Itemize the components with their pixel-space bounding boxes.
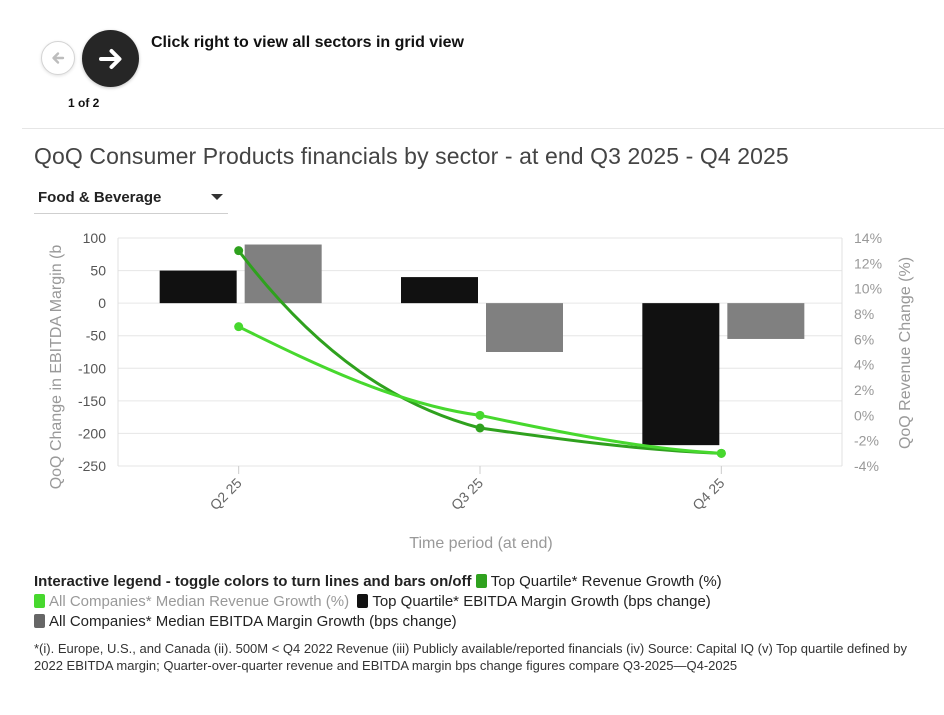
legend-item-median-ebitda[interactable]: All Companies* Median EBITDA Margin Grow…: [34, 613, 457, 630]
y-left-tick-label: 0: [98, 295, 106, 311]
previous-button[interactable]: [41, 41, 75, 75]
combo-chart: Time period (at end) QoQ Change in EBITD…: [48, 230, 914, 552]
swatch-icon: [475, 574, 487, 588]
y-left-tick-label: -100: [78, 360, 106, 376]
bar-median-ebitda: [486, 303, 563, 352]
y-left-tick-label: 100: [83, 230, 107, 246]
y-left-tick-label: -150: [78, 393, 106, 409]
y-right-tick-label: -4%: [854, 458, 879, 474]
swatch-icon: [34, 614, 45, 628]
line-top-quartile-revenue-point: [234, 246, 244, 256]
legend-item-top-quartile-revenue[interactable]: Top Quartile* Revenue Growth (%): [475, 573, 722, 590]
arrow-right-icon: [98, 48, 121, 69]
legend-item-top-quartile-ebitda[interactable]: Top Quartile* EBITDA Margin Growth (bps …: [357, 593, 711, 610]
x-tick-label: Q3 25: [448, 475, 486, 513]
y-right-tick-label: -2%: [854, 433, 879, 449]
legend-title: Interactive legend - toggle colors to tu…: [34, 573, 472, 590]
y-left-tick-label: -250: [78, 458, 106, 474]
sector-dropdown[interactable]: Food & Beverage: [34, 183, 228, 214]
y-right-tick-label: 6%: [854, 331, 874, 347]
lines: [234, 246, 726, 458]
y-left-tick-label: -200: [78, 425, 106, 441]
grid-view-hint: Click right to view all sectors in grid …: [151, 34, 464, 51]
swatch-icon: [357, 594, 369, 608]
y-axis-left-title: QoQ Change in EBITDA Margin (b: [48, 245, 65, 490]
y-left-tick-label: -50: [86, 328, 106, 344]
bars: [159, 244, 805, 446]
y-right-tick-label: 14%: [854, 230, 882, 246]
x-tick-label: Q2 25: [207, 475, 245, 513]
line-median-revenue-point: [716, 448, 726, 458]
page-indicator: 1 of 2: [68, 96, 100, 110]
line-median-revenue-point: [234, 322, 244, 332]
line-top-quartile-revenue-point: [475, 423, 485, 433]
y-right-tick-label: 4%: [854, 357, 874, 373]
divider: [22, 128, 944, 129]
legend-label: Top Quartile* Revenue Growth (%): [490, 573, 722, 590]
y-axis-right-title: QoQ Revenue Change (%): [897, 257, 914, 449]
y-right-tick-label: 2%: [854, 382, 874, 398]
chart-title: QoQ Consumer Products financials by sect…: [34, 143, 789, 169]
x-axis-title: Time period (at end): [409, 535, 552, 552]
y-right-tick-label: 12%: [854, 255, 882, 271]
y-right-tick-label: 0%: [854, 407, 874, 423]
legend-label: All Companies* Median EBITDA Margin Grow…: [49, 613, 457, 630]
y-left-tick-label: 50: [90, 263, 106, 279]
line-median-revenue-point: [475, 410, 485, 420]
bar-top-quartile-ebitda: [642, 303, 720, 446]
legend-label: All Companies* Median Revenue Growth (%): [49, 593, 350, 610]
arrow-left-icon: [52, 52, 65, 64]
bar-top-quartile-ebitda: [401, 277, 478, 304]
bar-median-ebitda: [727, 303, 805, 339]
sector-dropdown-value: Food & Beverage: [38, 189, 162, 206]
x-tick-label: Q4 25: [689, 475, 727, 513]
legend-label: Top Quartile* EBITDA Margin Growth (bps …: [372, 593, 711, 610]
legend-item-median-revenue[interactable]: All Companies* Median Revenue Growth (%): [34, 593, 349, 610]
bar-top-quartile-ebitda: [159, 270, 237, 304]
swatch-icon: [34, 594, 45, 608]
y-right-tick-label: 10%: [854, 281, 882, 297]
gridlines: [117, 237, 843, 467]
caret-down-icon: [211, 194, 223, 200]
interactive-legend: Interactive legend - toggle colors to tu…: [34, 572, 794, 632]
next-button[interactable]: [82, 30, 139, 87]
y-right-tick-label: 8%: [854, 306, 874, 322]
footnote: *(i). Europe, U.S., and Canada (ii). 500…: [34, 641, 907, 673]
